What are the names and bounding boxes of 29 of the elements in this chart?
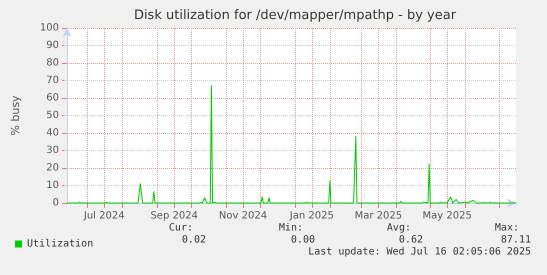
y-tick-label: 30 bbox=[46, 145, 59, 156]
y-tick-label: 10 bbox=[46, 180, 59, 191]
x-tick-label: Jul 2024 bbox=[82, 210, 125, 222]
x-tick-label: Nov 2024 bbox=[218, 210, 268, 222]
chart-title: Disk utilization for /dev/mapper/mpathp - by year bbox=[134, 8, 457, 23]
y-axis-title: % busy bbox=[9, 94, 22, 136]
y-tick-label: 70 bbox=[46, 75, 59, 86]
text: 0.00 bbox=[290, 234, 315, 246]
y-tick-label: 60 bbox=[46, 92, 59, 104]
text: 0.02 bbox=[182, 234, 206, 246]
text: Min: bbox=[278, 222, 303, 234]
text: Last update: Wed Jul 16 02:05:06 2025 bbox=[308, 246, 531, 258]
x-tick-label: Sep 2024 bbox=[150, 210, 198, 222]
text: 0.62 bbox=[398, 234, 423, 246]
y-tick-label: 90 bbox=[46, 40, 59, 51]
y-tick-label: 20 bbox=[46, 162, 59, 174]
y-tick-label: 40 bbox=[46, 128, 59, 138]
y-tick-label: 100 bbox=[40, 22, 59, 34]
y-tick-label: 0 bbox=[52, 198, 59, 208]
x-tick-label: May 2025 bbox=[422, 210, 472, 222]
text: Cur: bbox=[168, 222, 193, 234]
x-tick-label: Mar 2025 bbox=[354, 210, 402, 222]
x-tick-label: Jan 2025 bbox=[288, 210, 334, 222]
text: Max: bbox=[494, 222, 519, 234]
y-tick-label: 80 bbox=[46, 58, 59, 68]
text: Avg: bbox=[386, 222, 411, 234]
y-tick-label: 50 bbox=[46, 110, 59, 121]
legend-label: Utilization bbox=[27, 238, 94, 250]
text: 87.11 bbox=[500, 234, 531, 246]
